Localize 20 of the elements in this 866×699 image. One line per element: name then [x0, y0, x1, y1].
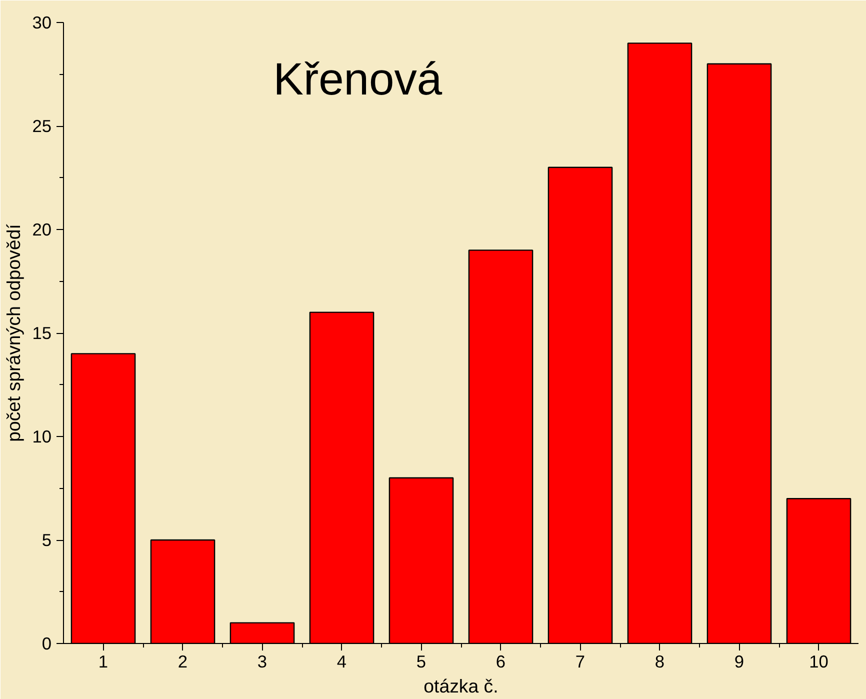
x-tick-label: 1 [98, 652, 108, 672]
y-tick-label: 15 [32, 323, 52, 343]
x-tick-label: 5 [416, 652, 426, 672]
text: Křenová [273, 54, 443, 105]
x-tick-label: 8 [654, 652, 665, 672]
y-tick-label: 25 [32, 116, 52, 136]
x-tick-label: 7 [575, 652, 586, 672]
x-tick-label: 6 [496, 652, 506, 672]
y-axis-title: počet správných odpovědí [3, 223, 24, 442]
y-tick-label: 20 [32, 220, 52, 240]
y-tick-label: 0 [42, 634, 52, 654]
x-tick-label: 10 [809, 652, 828, 672]
x-tick-label: 9 [734, 652, 744, 672]
x-axis-title: otázka č. [424, 676, 498, 696]
y-tick-label: 5 [42, 530, 52, 550]
x-tick-label: 3 [257, 652, 268, 672]
y-tick-label: 10 [32, 426, 52, 446]
y-tick-label: 30 [32, 12, 52, 32]
x-tick-label: 4 [336, 652, 347, 672]
x-tick-label: 2 [178, 652, 188, 672]
